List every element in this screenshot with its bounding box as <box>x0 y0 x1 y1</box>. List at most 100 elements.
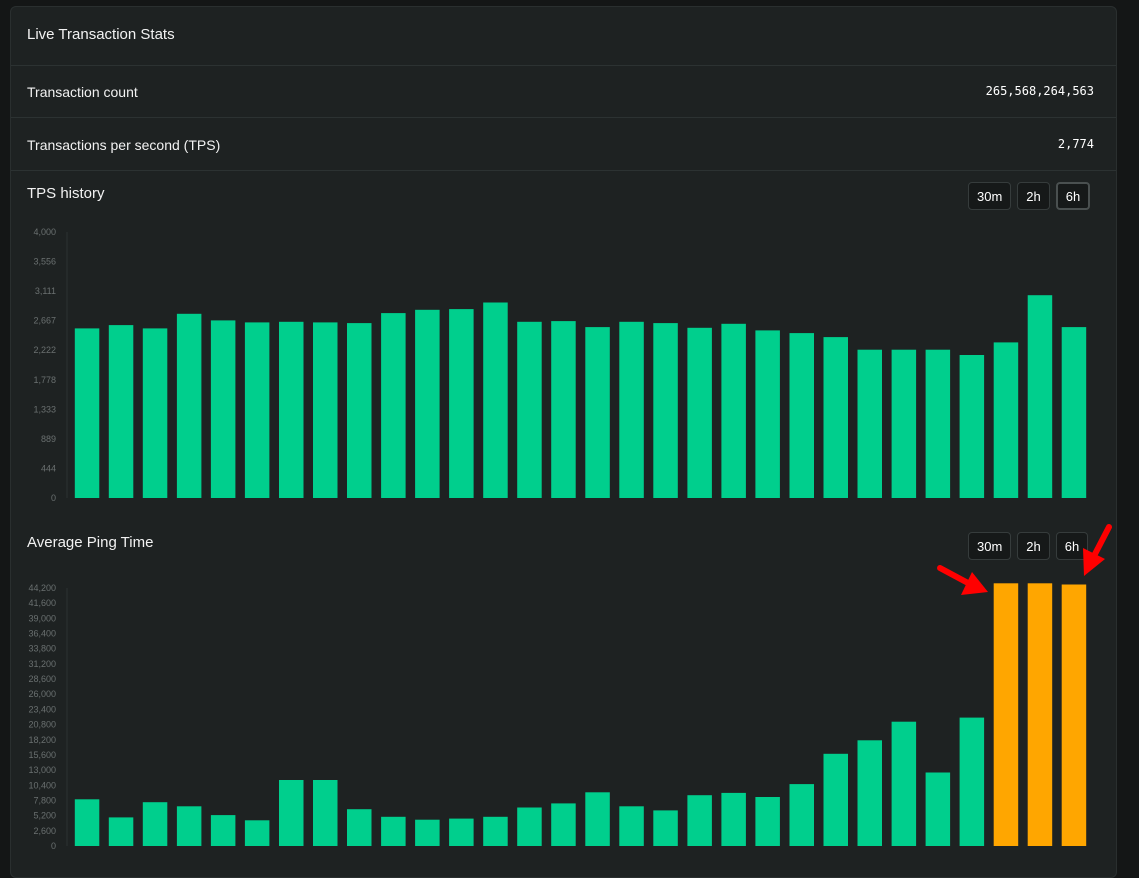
bar[interactable] <box>517 321 542 498</box>
bar[interactable] <box>347 809 372 846</box>
y-tick-label: 7,800 <box>33 795 56 805</box>
card-header: Live Transaction Stats <box>11 7 1116 66</box>
card-title: Live Transaction Stats <box>27 26 175 43</box>
bar[interactable] <box>176 313 202 498</box>
stat-label: Transaction count <box>27 84 138 100</box>
bar[interactable] <box>176 806 202 846</box>
bar[interactable] <box>483 302 508 499</box>
bar[interactable] <box>1027 295 1053 498</box>
bar-highlighted[interactable] <box>993 583 1019 846</box>
bar[interactable] <box>653 323 678 498</box>
bar[interactable] <box>755 797 780 846</box>
y-tick-label: 36,400 <box>28 629 56 639</box>
y-tick-label: 33,800 <box>28 644 56 654</box>
bar[interactable] <box>381 816 406 846</box>
red-arrow-icon <box>937 565 988 595</box>
bar[interactable] <box>313 322 338 498</box>
bar[interactable] <box>142 328 168 498</box>
bar[interactable] <box>313 780 338 846</box>
bar[interactable] <box>517 807 542 847</box>
bar[interactable] <box>823 337 849 498</box>
bar[interactable] <box>925 349 951 498</box>
bar[interactable] <box>210 320 236 498</box>
bar[interactable] <box>210 815 236 846</box>
y-tick-label: 5,200 <box>33 811 56 821</box>
bar[interactable] <box>415 819 440 846</box>
bar[interactable] <box>244 820 270 846</box>
stat-row-transaction-count: Transaction count 265,568,264,563 <box>11 65 1116 118</box>
range-button-2h[interactable]: 2h <box>1017 532 1050 560</box>
bar[interactable] <box>823 753 849 846</box>
bar[interactable] <box>687 795 712 846</box>
stat-value: 265,568,264,563 <box>985 84 1094 98</box>
y-tick-label: 28,600 <box>28 674 56 684</box>
range-button-6h[interactable]: 6h <box>1055 532 1089 560</box>
range-button-30m[interactable]: 30m <box>968 182 1012 210</box>
bar[interactable] <box>279 321 304 498</box>
bar[interactable] <box>551 803 576 846</box>
bar[interactable] <box>585 327 610 498</box>
y-tick-label: 39,000 <box>28 613 56 623</box>
bar[interactable] <box>891 721 917 846</box>
stat-row-tps: Transactions per second (TPS) 2,774 <box>11 118 1116 171</box>
bar[interactable] <box>449 309 474 498</box>
bar[interactable] <box>142 802 168 846</box>
bar-highlighted[interactable] <box>1061 584 1087 847</box>
bar[interactable] <box>619 806 644 846</box>
bar[interactable] <box>449 818 474 846</box>
bar[interactable] <box>1061 327 1087 498</box>
bar[interactable] <box>483 816 508 846</box>
bar[interactable] <box>857 349 883 498</box>
bar[interactable] <box>381 313 406 498</box>
ping-chart: 0 2,600 5,200 7,800 10,400 13,000 15,600 18,200… <box>28 583 1087 851</box>
bar[interactable] <box>74 328 100 498</box>
range-button-30m[interactable]: 30m <box>968 532 1012 560</box>
bar[interactable] <box>993 342 1019 498</box>
bar[interactable] <box>108 817 134 846</box>
bar[interactable] <box>891 349 917 498</box>
y-tick-label: 3,111 <box>35 286 56 296</box>
y-tick-label: 0 <box>51 841 56 851</box>
bar[interactable] <box>857 740 883 846</box>
bar[interactable] <box>619 321 644 498</box>
bar[interactable] <box>721 792 746 846</box>
average-ping-title: Average Ping Time <box>27 534 154 551</box>
tps-range-selector: 30m 2h 6h <box>968 182 1091 210</box>
bar[interactable] <box>108 325 134 498</box>
bar[interactable] <box>347 323 372 498</box>
range-button-6h[interactable]: 6h <box>1055 182 1091 210</box>
stat-value: 2,774 <box>1057 137 1094 151</box>
bar[interactable] <box>585 792 610 846</box>
bar[interactable] <box>244 322 270 498</box>
bar[interactable] <box>925 772 951 847</box>
bar[interactable] <box>789 333 815 498</box>
y-tick-label: 20,800 <box>28 720 56 730</box>
y-tick-label: 4,000 <box>33 227 56 237</box>
y-tick-label: 2,600 <box>33 826 56 836</box>
y-tick-label: 13,000 <box>28 765 56 775</box>
bar[interactable] <box>789 784 815 846</box>
y-tick-label: 1,778 <box>33 375 56 385</box>
y-tick-label: 889 <box>41 434 56 444</box>
bar[interactable] <box>959 355 985 498</box>
y-tick-label: 1,333 <box>33 404 56 414</box>
bar[interactable] <box>959 717 985 846</box>
y-tick-label: 18,200 <box>28 735 56 745</box>
bar-highlighted[interactable] <box>1027 583 1053 846</box>
bar[interactable] <box>653 810 678 846</box>
bar[interactable] <box>687 327 712 498</box>
bar[interactable] <box>279 780 304 846</box>
bar[interactable] <box>551 321 576 498</box>
range-button-2h[interactable]: 2h <box>1017 182 1050 210</box>
y-tick-label: 23,400 <box>28 704 56 714</box>
bar[interactable] <box>755 330 780 498</box>
y-tick-label: 0 <box>51 493 56 503</box>
bar[interactable] <box>415 309 440 498</box>
bar[interactable] <box>721 323 746 498</box>
y-tick-label: 31,200 <box>28 659 56 669</box>
bar[interactable] <box>74 799 100 846</box>
y-tick-label: 3,556 <box>33 257 56 267</box>
tps-history-title: TPS history <box>27 185 105 202</box>
